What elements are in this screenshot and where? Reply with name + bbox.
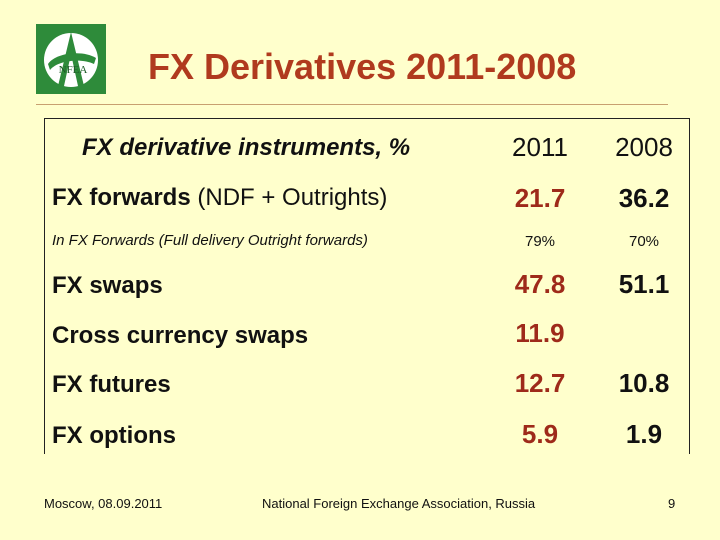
value-fx-swaps-2008: 51.1 xyxy=(618,269,670,299)
title-divider xyxy=(36,104,668,105)
logo-text: NFEA xyxy=(59,64,88,76)
row-label-fx-options: FX options xyxy=(52,422,176,449)
row-label-fx-futures: FX futures xyxy=(52,371,171,398)
column-header-2011: 2011 xyxy=(512,132,568,162)
value-fx-swaps-2011: 47.8 xyxy=(514,269,566,299)
table-border-right xyxy=(689,118,690,454)
nfea-logo: NFEA xyxy=(36,24,106,94)
value-fx-forwards-2011: 21.7 xyxy=(514,183,566,213)
table-border-top xyxy=(44,118,690,119)
value-fx-options-2011: 5.9 xyxy=(521,419,559,449)
value-full-delivery-2008: 70% xyxy=(628,233,660,250)
row-label-full-delivery: In FX Forwards (Full delivery Outright f… xyxy=(52,232,368,249)
value-full-delivery-2011: 79% xyxy=(524,233,556,250)
column-header-instruments: FX derivative instruments, % xyxy=(82,134,411,161)
footer-location-date: Moscow, 08.09.2011 xyxy=(44,496,163,511)
row-label-fx-forwards: FX forwards (NDF + Outrights) xyxy=(52,184,388,211)
row-label-fx-swaps: FX swaps xyxy=(52,272,163,299)
row-label-cross-currency-swaps: Cross currency swaps xyxy=(52,322,309,349)
page-title: FX Derivatives 2011-2008 xyxy=(148,46,577,87)
value-fx-futures-2011: 12.7 xyxy=(514,368,566,398)
value-fx-futures-2008: 10.8 xyxy=(618,368,670,398)
value-fx-options-2008: 1.9 xyxy=(625,419,663,449)
value-cross-currency-swaps-2011: 11.9 xyxy=(515,318,565,348)
page-number: 9 xyxy=(668,496,676,511)
footer-organization: National Foreign Exchange Association, R… xyxy=(262,496,536,511)
value-fx-forwards-2008: 36.2 xyxy=(618,183,670,213)
column-header-2008: 2008 xyxy=(615,132,673,162)
table-border-left xyxy=(44,118,45,454)
